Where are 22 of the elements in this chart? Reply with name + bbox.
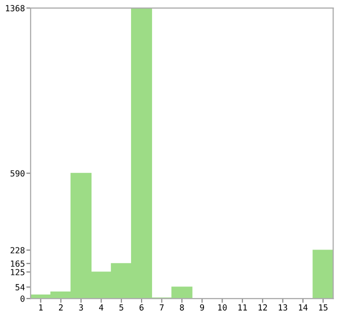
x-tick-label: 6 [140,304,144,311]
y-tick-label: 125 [10,268,24,276]
x-tick-label: 2 [58,304,63,310]
x-tick-label: 1 [39,304,43,310]
x-tick-label: 5 [119,304,124,311]
x-tick-label: 15 [319,304,328,311]
y-tick-label: 1368 [6,5,25,12]
x-tick-label: 11 [238,304,247,310]
y-tick-label: 165 [10,260,24,267]
y-tick-label: 228 [10,247,25,254]
x-tick-label: 4 [99,304,104,310]
x-tick-label: 12 [258,304,267,310]
y-tick-label: 0 [20,296,25,302]
y-tick-label: 54 [16,284,25,290]
x-tick-label: 7 [160,304,164,310]
x-tick-label: 13 [278,304,288,311]
x-tick-label: 8 [180,304,184,311]
x-tick-label: 10 [218,304,227,311]
x-tick-label: 14 [298,304,308,310]
y-tick-label: 590 [10,170,25,177]
x-tick-label: 9 [200,304,204,311]
x-tick-label: 3 [79,304,83,311]
